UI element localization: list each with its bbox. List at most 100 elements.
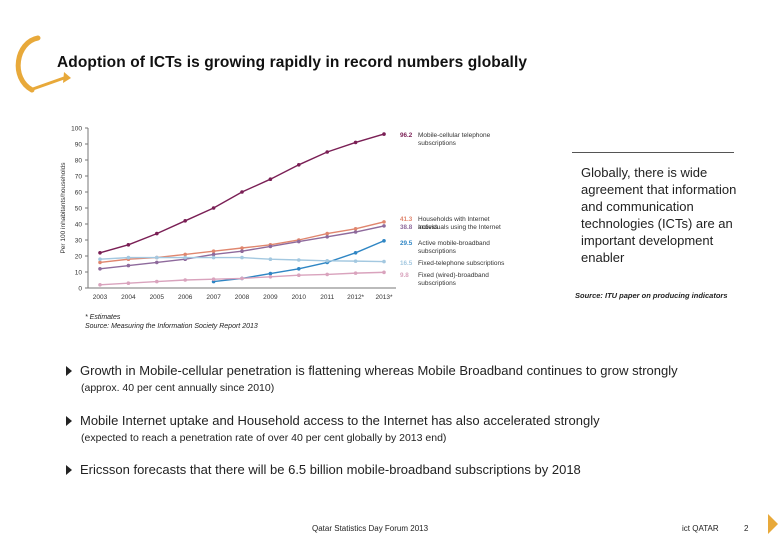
y-tick-label: 100 [71, 126, 82, 133]
data-point [353, 140, 358, 145]
bullet-3: Ericsson forecasts that there will be 6.… [66, 462, 581, 477]
note-estimate: * Estimates [85, 314, 121, 321]
data-point [325, 259, 330, 263]
x-tick-label: 2011 [320, 294, 334, 301]
chart-canvas: 0 10 20 30 40 50 60 70 80 90 100 Per 100 inhabitant… [60, 126, 505, 302]
side-statement: Globally, there is wide agreement that i… [581, 165, 737, 265]
bullet-arrow-icon [66, 464, 72, 475]
series-end-value: 38.8 [400, 224, 413, 231]
data-point [325, 235, 330, 239]
data-point [98, 267, 102, 271]
bullet-arrow-icon [66, 365, 72, 376]
slide-title: Adoption of ICTs is growing rapidly in r… [57, 54, 528, 71]
x-tick-label: 2013* [376, 294, 393, 301]
x-tick-label: 2012* [347, 294, 364, 301]
x-tick-label: 2004 [121, 294, 136, 301]
data-point [382, 224, 386, 228]
series-end-value: 16.5 [400, 260, 413, 267]
data-point [240, 246, 244, 250]
legend-entry: Active mobile-broadband subscriptions [418, 240, 490, 255]
data-point [240, 190, 244, 194]
data-point [382, 132, 386, 136]
data-point [382, 220, 386, 224]
data-point [297, 258, 301, 262]
data-point [126, 281, 131, 285]
note-source: Source: Measuring the Information Societ… [85, 323, 258, 330]
data-point [155, 255, 159, 260]
data-point [240, 255, 244, 260]
y-tick-label: 20 [75, 254, 83, 261]
bullet-1-text: Growth in Mobile-cellular penetration is… [80, 363, 678, 378]
data-point [211, 277, 216, 281]
series-end-value: 9.8 [400, 272, 409, 279]
y-tick-label: 30 [75, 238, 83, 245]
data-point [268, 244, 273, 249]
bullet-arrow-icon [66, 415, 72, 426]
data-point [353, 271, 358, 275]
data-point [353, 251, 358, 255]
data-point [325, 231, 330, 236]
legend-entry: Individuals using the Internet [418, 224, 501, 231]
data-point [240, 249, 244, 253]
bullet-2-text: Mobile Internet uptake and Household acc… [80, 413, 600, 428]
data-point [155, 260, 159, 265]
y-tick-label: 40 [75, 222, 83, 229]
y-tick-label: 0 [78, 286, 82, 293]
data-point [211, 252, 216, 257]
data-point [268, 257, 273, 261]
page-number: 2 [744, 524, 749, 533]
data-point [183, 255, 187, 260]
corner-arrow-icon [768, 514, 778, 534]
legend-entry: Mobile-cellular telephone subscriptions [418, 132, 491, 147]
data-point [240, 276, 244, 281]
bullet-1-sub: (approx. 40 per cent annually since 2010… [81, 382, 275, 394]
legend-entry: Households with Internet access [418, 216, 490, 231]
logo-icon [15, 35, 71, 93]
y-tick-label: 50 [75, 206, 83, 213]
data-point [297, 239, 301, 244]
side-source: Source: ITU paper on producing indicator… [575, 291, 728, 300]
y-tick-label: 10 [75, 270, 83, 277]
data-point [183, 252, 187, 257]
x-tick-label: 2003 [93, 294, 108, 301]
data-point [98, 283, 102, 287]
data-point [297, 273, 301, 277]
data-point [353, 259, 358, 263]
data-point [325, 150, 330, 154]
y-tick-label: 60 [75, 190, 83, 197]
data-point [155, 279, 159, 284]
adoption-chart: 0 10 20 30 40 50 60 70 80 90 100 Per 100 inhabitant… [56, 120, 576, 320]
y-tick-label: 80 [75, 158, 83, 165]
data-point [211, 206, 216, 210]
chart-notes: * Estimates Source: Measuring the Inform… [85, 313, 258, 331]
footer-event: Qatar Statistics Day Forum 2013 [312, 524, 429, 533]
bullet-1: Growth in Mobile-cellular penetration is… [66, 363, 678, 378]
y-tick-label: 90 [75, 142, 83, 149]
legend-entry: Fixed-telephone subscriptions [418, 260, 505, 267]
x-tick-label: 2008 [235, 294, 250, 301]
data-point [155, 231, 159, 236]
data-point [353, 230, 358, 234]
y-axis-label: Per 100 inhabitants/households [60, 162, 67, 254]
x-tick-label: 2006 [178, 294, 193, 301]
bullet-3-text: Ericsson forecasts that there will be 6.… [80, 462, 581, 477]
data-point [325, 272, 330, 277]
data-point [126, 255, 131, 260]
data-point [211, 249, 216, 253]
data-point [183, 278, 187, 282]
data-point [268, 271, 273, 276]
x-tick-label: 2010 [292, 294, 307, 301]
footer-brand: ict QATAR [682, 524, 719, 533]
series-end-value: 41.3 [400, 216, 413, 223]
data-point [297, 163, 301, 167]
data-point [268, 275, 273, 279]
series-end-value: 96.2 [400, 132, 413, 139]
data-point [297, 267, 301, 271]
data-point [382, 259, 386, 264]
x-tick-label: 2007 [206, 294, 221, 301]
data-point [382, 239, 386, 243]
data-point [268, 177, 273, 181]
data-point [126, 243, 131, 247]
data-point [98, 260, 102, 265]
data-point [382, 270, 386, 275]
